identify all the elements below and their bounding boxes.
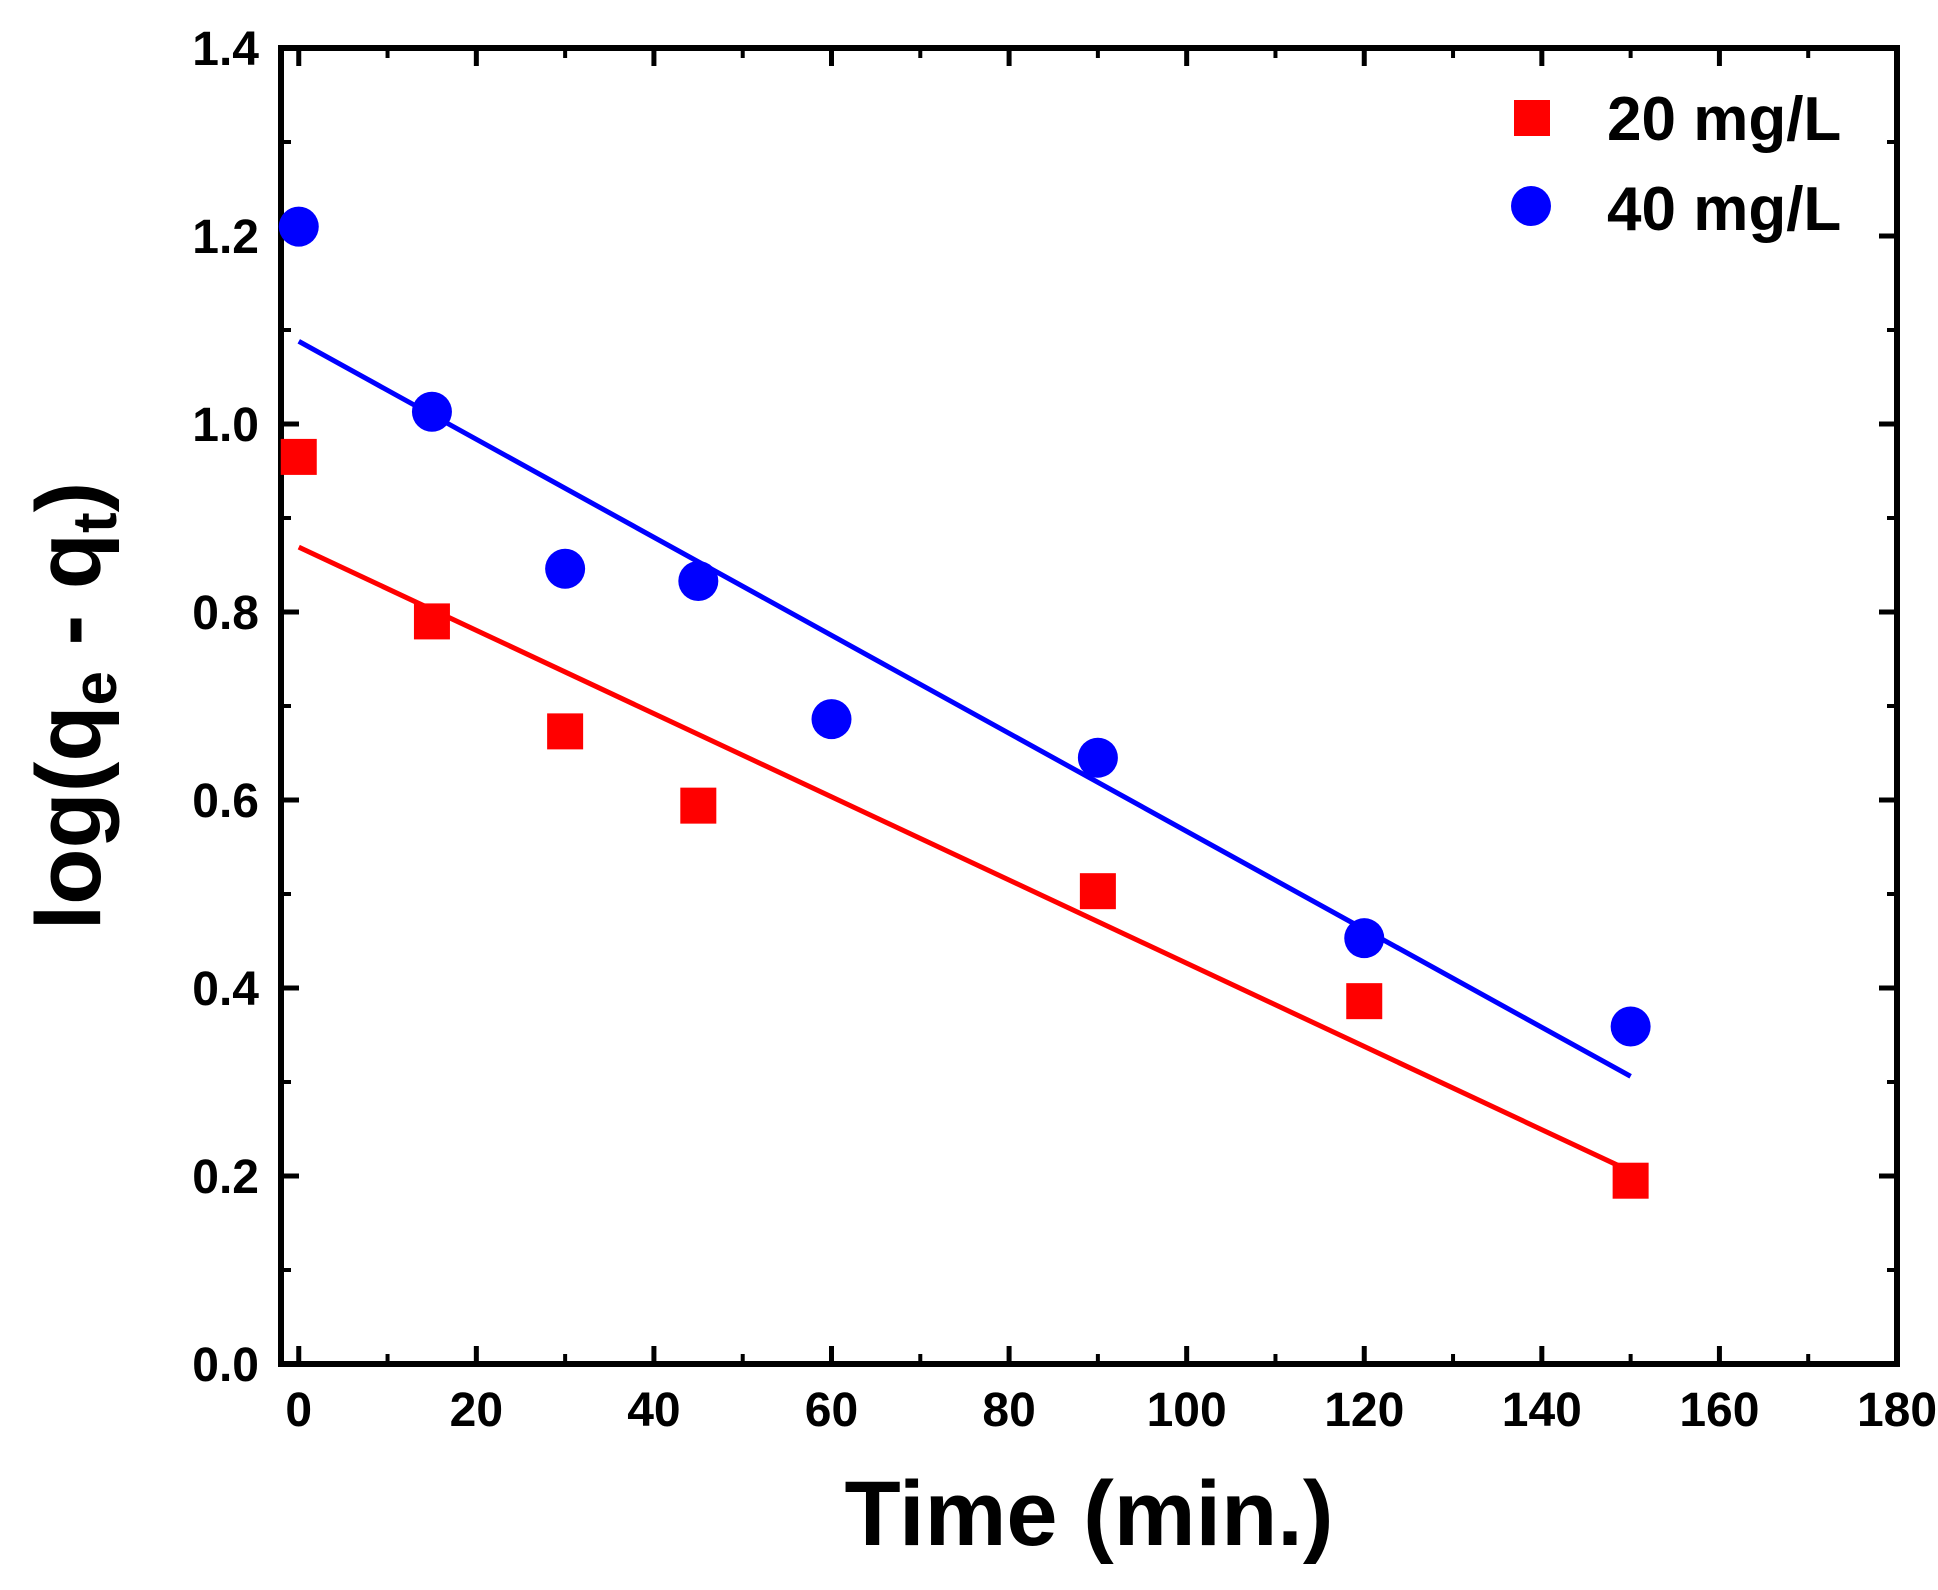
data-point-40mgl <box>278 206 319 247</box>
x-tick-label: 160 <box>1679 1384 1759 1437</box>
data-point-20mgl <box>1612 1162 1649 1199</box>
data-point-40mgl <box>411 391 452 432</box>
y-tick-label: 1.0 <box>192 399 259 452</box>
legend: 20 mg/L 40 mg/L <box>1511 85 1841 244</box>
x-tick-label: 40 <box>627 1384 680 1437</box>
y-tick-label: 0.6 <box>192 775 259 828</box>
legend-marker-40mgl <box>1511 186 1551 226</box>
x-tick-labels: 0 20 40 60 80 100 120 140 160 180 <box>285 1384 1937 1437</box>
y-tick-label: 0.4 <box>192 963 259 1016</box>
data-point-20mgl <box>413 603 450 640</box>
data-point-20mgl <box>280 438 317 475</box>
x-tick-label: 80 <box>982 1384 1035 1437</box>
y-tick-label: 0.8 <box>192 587 259 640</box>
data-point-20mgl <box>680 787 717 824</box>
y-axis-title-subscript-e: e <box>61 671 130 705</box>
fit-line-40mgl <box>297 339 1632 1079</box>
y-tick-label: 1.2 <box>192 211 259 264</box>
x-axis-title: Time (min.) <box>844 1463 1333 1565</box>
fit-line-20mgl <box>297 544 1632 1174</box>
data-point-20mgl <box>1079 873 1116 910</box>
y-axis-title-middle: - q <box>18 533 120 671</box>
minor-ticks <box>281 48 1897 1364</box>
y-tick-label: 1.4 <box>192 23 259 76</box>
y-axis-title: log(qe - qt) <box>18 482 130 931</box>
y-tick-label: 0.0 <box>192 1339 259 1392</box>
y-tick-label: 0.2 <box>192 1151 259 1204</box>
x-tick-label: 180 <box>1857 1384 1937 1437</box>
legend-marker-20mgl <box>1514 100 1550 136</box>
data-point-40mgl <box>1077 737 1118 778</box>
y-axis-title-prefix: log(q <box>18 705 120 930</box>
plot-frame <box>278 45 1900 1367</box>
x-tick-label: 120 <box>1324 1384 1404 1437</box>
data-point-40mgl <box>678 560 719 601</box>
legend-label-20mgl: 20 mg/L <box>1607 85 1841 154</box>
data-point-40mgl <box>1610 1006 1651 1047</box>
x-tick-label: 20 <box>450 1384 503 1437</box>
major-ticks <box>281 45 1900 1367</box>
data-point-40mgl <box>811 699 852 740</box>
x-tick-label: 0 <box>285 1384 312 1437</box>
y-axis-title-subscript-t: t <box>61 512 130 533</box>
data-points <box>278 206 1651 1199</box>
fit-lines <box>297 339 1632 1174</box>
data-point-40mgl <box>545 548 586 589</box>
y-tick-labels: 0.0 0.2 0.4 0.6 0.8 1.0 1.2 1.4 <box>192 23 259 1392</box>
y-axis-title-suffix: ) <box>18 482 120 513</box>
legend-label-40mgl: 40 mg/L <box>1607 175 1841 244</box>
x-tick-label: 60 <box>805 1384 858 1437</box>
data-point-20mgl <box>1346 983 1383 1020</box>
x-tick-label: 100 <box>1147 1384 1227 1437</box>
data-point-20mgl <box>547 713 584 750</box>
data-point-40mgl <box>1344 918 1385 959</box>
x-tick-label: 140 <box>1502 1384 1582 1437</box>
